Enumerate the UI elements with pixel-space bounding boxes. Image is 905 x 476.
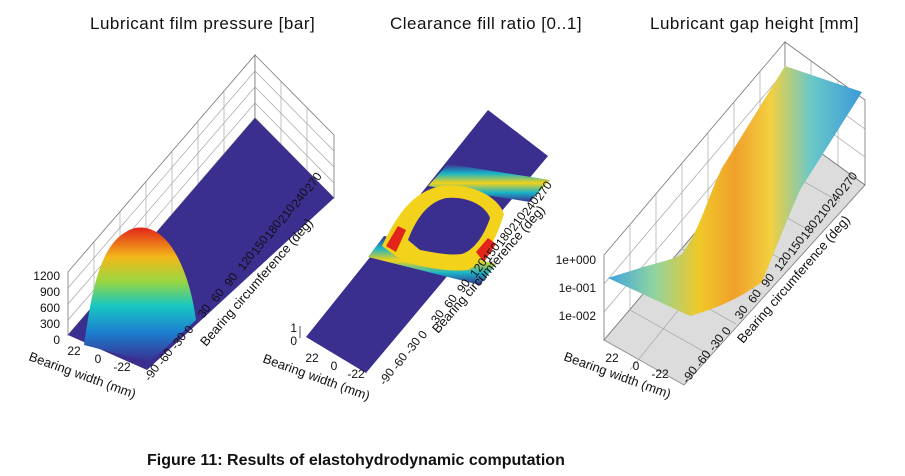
z-tick-label: 1200 (33, 269, 60, 283)
pressure-chart: Bearing width (mm) Bearing circumference… (27, 53, 335, 401)
z-tick-label: 1 (290, 321, 297, 335)
z-tick-label: 1e-001 (559, 281, 597, 295)
z-tick-label: 300 (40, 317, 60, 331)
z-tick-label: 600 (40, 301, 60, 315)
gap-height-surface (608, 66, 862, 316)
x-tick-label: -22 (651, 367, 669, 381)
z-tick-label: 0 (290, 334, 297, 348)
x-tick-label: 0 (95, 352, 102, 366)
x-tick-label: 22 (305, 351, 319, 365)
z-tick-label: 1e-002 (559, 309, 597, 323)
pressure-surface-peak (84, 227, 196, 362)
fill-ratio-chart-title: Clearance fill ratio [0..1] (390, 14, 583, 33)
x-tick-label: 0 (633, 359, 640, 373)
gap-height-chart: Bearing width (mm) Bearing circumference… (556, 40, 866, 401)
fill-ratio-hot-right (476, 238, 496, 262)
z-tick-label: 0 (53, 333, 60, 347)
fill-ratio-rupture-core (408, 197, 490, 255)
gap-height-chart-title: Lubricant gap height [mm] (650, 14, 860, 33)
x-tick-label: 22 (605, 351, 619, 365)
x-tick-label: -22 (347, 367, 365, 381)
x-tick-label: 0 (331, 359, 338, 373)
figure-caption: Figure 11: Results of elastohydrodynamic… (147, 452, 565, 469)
fill-ratio-hot-left (386, 226, 406, 252)
x-tick-label: -22 (113, 360, 131, 374)
z-tick-label: 900 (40, 285, 60, 299)
x-tick-label: 22 (67, 344, 81, 358)
fill-ratio-upper-band (428, 164, 550, 202)
pressure-chart-title: Lubricant film pressure [bar] (90, 14, 316, 33)
z-tick-label: 1e+000 (556, 253, 597, 267)
